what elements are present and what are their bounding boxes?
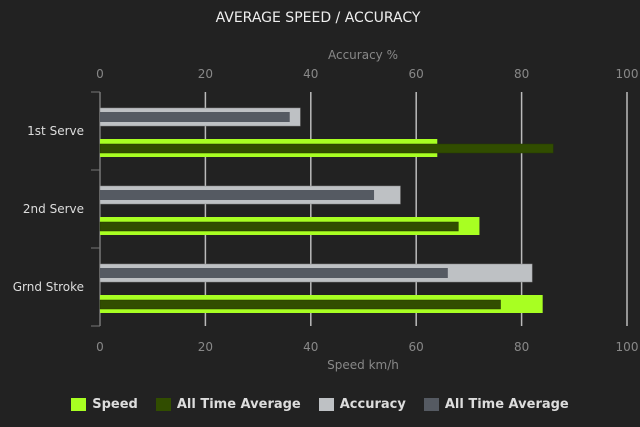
speed-average-bar (99, 221, 459, 232)
bottom-tick-label: 0 (96, 340, 104, 354)
top-tick-label: 0 (96, 67, 104, 81)
speed-average-bar (99, 299, 501, 310)
accuracy-average-bar (100, 112, 290, 122)
bottom-tick-label: 20 (198, 340, 213, 354)
bottom-tick-label: 80 (514, 340, 529, 354)
top-tick-label: 60 (409, 67, 424, 81)
top-axis-label: Accuracy % (328, 48, 398, 62)
legend-item[interactable]: Speed (71, 397, 138, 412)
top-tick-label: 20 (198, 67, 213, 81)
legend-item[interactable]: All Time Average (423, 397, 569, 412)
legend-item[interactable]: All Time Average (155, 397, 301, 412)
speed-average-bar (99, 143, 554, 154)
legend-label: All Time Average (444, 397, 569, 412)
category-label: Grnd Stroke (13, 280, 84, 294)
bottom-axis-label: Speed km/h (327, 358, 399, 372)
legend-swatch (155, 398, 171, 411)
legend-label: Accuracy (339, 397, 406, 412)
legend-swatch (423, 398, 439, 411)
legend-label: All Time Average (176, 397, 301, 412)
legend-item[interactable]: Accuracy (318, 397, 406, 412)
bottom-tick-label: 100 (616, 340, 639, 354)
category-label: 2nd Serve (23, 202, 84, 216)
accuracy-average-bar (100, 190, 375, 200)
top-tick-label: 40 (303, 67, 318, 81)
bottom-tick-label: 60 (409, 340, 424, 354)
legend-label: Speed (92, 397, 138, 412)
legend-swatch (318, 398, 334, 411)
bottom-tick-label: 40 (303, 340, 318, 354)
chart-title: AVERAGE SPEED / ACCURACY (216, 10, 421, 26)
legend-swatch (71, 398, 87, 411)
category-label: 1st Serve (27, 124, 84, 138)
top-tick-label: 80 (514, 67, 529, 81)
accuracy-average-bar (100, 268, 448, 278)
top-tick-label: 100 (616, 67, 639, 81)
legend: Speed All Time Average Accuracy All Time Av… (0, 397, 640, 412)
